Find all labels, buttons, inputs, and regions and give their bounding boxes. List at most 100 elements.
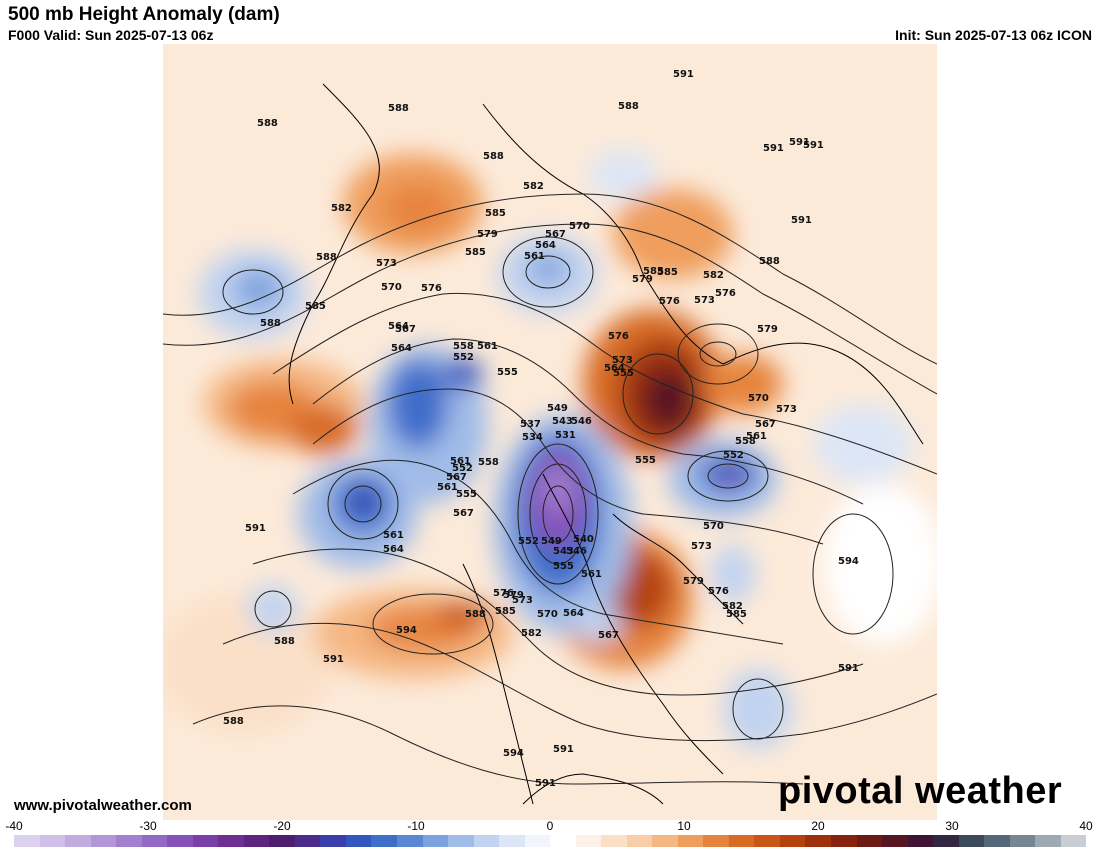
contour-label: 570 (381, 282, 402, 293)
contour-label: 558 (735, 436, 756, 447)
colorbar-swatch (907, 835, 934, 847)
contour-label: 588 (274, 636, 295, 647)
contour-label: 573 (612, 355, 633, 366)
colorbar-swatch (422, 835, 449, 847)
colorbar-swatch (984, 835, 1010, 847)
contour-label: 573 (512, 595, 533, 606)
contour-label: 558 (478, 457, 499, 468)
colorbar-swatch (933, 835, 959, 847)
contour-label: 585 (726, 609, 747, 620)
map-title: 500 mb Height Anomaly (dam) (8, 4, 280, 25)
contour-label: 582 (703, 270, 724, 281)
contour-label: 579 (683, 576, 704, 587)
contour-label: 579 (477, 229, 498, 240)
contour-label: 573 (776, 404, 797, 415)
colorbar-tick-label: -20 (273, 819, 291, 833)
colorbar-swatch (345, 835, 372, 847)
contour-label: 576 (708, 586, 729, 597)
contour-label: 564 (391, 343, 412, 354)
colorbar-swatch (882, 835, 908, 847)
contour-label: 582 (331, 203, 352, 214)
colorbar-ticks: -40 -30 -20 -10 0 10 20 30 40 (5, 819, 1092, 833)
contour-label: 591 (323, 654, 344, 665)
colorbar-swatch (371, 835, 397, 847)
contour-label: 552 (452, 463, 473, 474)
contour-label: 594 (503, 748, 524, 759)
contour-label: 546 (566, 546, 587, 557)
contour-label: 591 (763, 143, 784, 154)
colorbar-tick-label: 30 (945, 819, 959, 833)
contour-label: 555 (456, 489, 477, 500)
contour-label: 567 (598, 630, 619, 641)
contour-label: 549 (547, 403, 568, 414)
contour-label: 555 (635, 455, 656, 466)
colorbar-swatch (473, 835, 500, 847)
contour-label: 555 (553, 561, 574, 572)
contour-label: 582 (521, 628, 542, 639)
contour-label: 567 (755, 419, 776, 430)
website-label: www.pivotalweather.com (14, 797, 192, 814)
contour-label: 594 (838, 556, 859, 567)
contour-label: 585 (485, 208, 506, 219)
contour-label: 576 (659, 296, 680, 307)
contour-label: 591 (838, 663, 859, 674)
contour-label: 579 (503, 590, 524, 601)
height-contours (163, 193, 937, 785)
contour-label: 558 (453, 341, 474, 352)
colorbar-swatch (167, 835, 193, 847)
contour-label: 585 (305, 301, 326, 312)
colorbar-tick-label: -30 (139, 819, 157, 833)
contour-label: 561 (477, 341, 498, 352)
colorbar-swatch (831, 835, 857, 847)
contour-label: 588 (316, 252, 337, 263)
colorbar-swatch (601, 835, 627, 847)
contour-label: 588 (618, 101, 639, 112)
colorbar-swatch (116, 835, 142, 847)
contour-label: 564 (383, 544, 404, 555)
contour-label: 576 (421, 283, 442, 294)
colorbar-swatch (677, 835, 704, 847)
contour-label: 573 (376, 258, 397, 269)
contour-label: 552 (723, 450, 744, 461)
colorbar-swatch (856, 835, 883, 847)
contour-label: 591 (535, 778, 556, 789)
contour-label: 582 (523, 181, 544, 192)
contour-label: 531 (555, 430, 576, 441)
colorbar-swatch (1035, 835, 1061, 847)
contour-label: 585 (465, 247, 486, 258)
colorbar-swatch (575, 835, 602, 847)
contour-label: 591 (791, 215, 812, 226)
contour-label: 561 (383, 530, 404, 541)
contour-label: 555 (497, 367, 518, 378)
contour-label: 555 (613, 368, 634, 379)
contour-label: 594 (396, 625, 417, 636)
colorbar-swatch (141, 835, 168, 847)
contour-label: 552 (453, 352, 474, 363)
contour-label: 588 (759, 256, 780, 267)
contour-label: 564 (604, 363, 625, 374)
contour-label: 540 (573, 534, 594, 545)
colorbar-tick-label: -40 (5, 819, 23, 833)
colorbar-swatch (779, 835, 806, 847)
colorbar-swatch (754, 835, 780, 847)
contour-label: 564 (563, 608, 584, 619)
colorbar-tick-label: 10 (677, 819, 691, 833)
contour-label: 561 (581, 569, 602, 580)
colorbar-swatch (320, 835, 346, 847)
colorbar-swatch (192, 835, 219, 847)
contour-label: 567 (453, 508, 474, 519)
contour-label: 561 (746, 431, 767, 442)
init-time: Init: Sun 2025-07-13 06z ICON (895, 27, 1092, 43)
contour-label: 567 (545, 229, 566, 240)
colorbar-swatch (65, 835, 91, 847)
colorbar-swatch (90, 835, 117, 847)
contour-label: 576 (715, 288, 736, 299)
contour-label: 591 (553, 744, 574, 755)
colorbar-swatch (294, 835, 321, 847)
contour-label: 543 (552, 416, 573, 427)
contour-label: 576 (608, 331, 629, 342)
colorbar-swatch (14, 835, 40, 847)
contour-label: 576 (493, 588, 514, 599)
contour-label: 564 (535, 240, 556, 251)
